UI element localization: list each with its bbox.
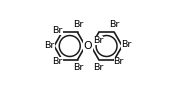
Text: Br: Br — [93, 36, 103, 45]
Text: Br: Br — [122, 40, 132, 49]
Text: Br: Br — [73, 20, 84, 29]
Text: Br: Br — [52, 26, 63, 35]
Text: Br: Br — [114, 57, 124, 66]
Text: Br: Br — [109, 20, 120, 29]
Text: Br: Br — [44, 41, 55, 51]
Text: Br: Br — [52, 57, 63, 66]
Text: Br: Br — [73, 63, 84, 72]
Text: O: O — [84, 41, 93, 51]
Text: Br: Br — [94, 63, 104, 72]
